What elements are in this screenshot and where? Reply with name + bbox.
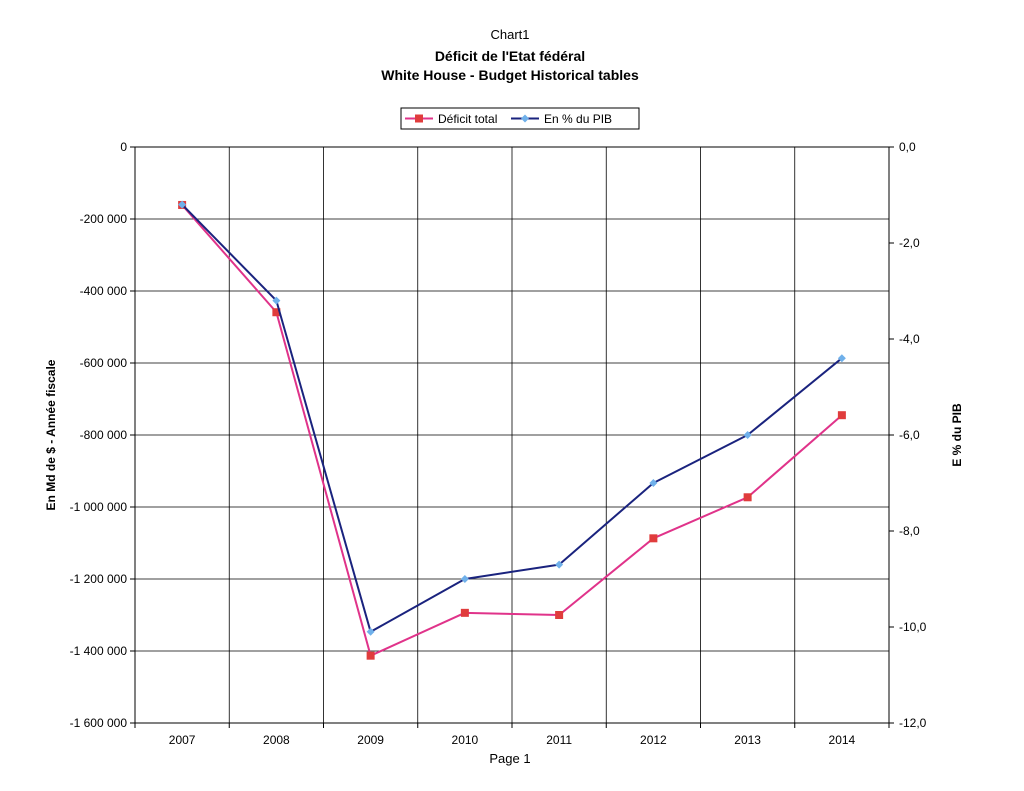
data-point: [366, 627, 375, 636]
data-point: [460, 608, 469, 617]
y-tick-label-left: -600 000: [80, 356, 128, 370]
grid: [135, 147, 889, 723]
data-point: [649, 479, 658, 487]
data-point: [555, 611, 564, 619]
x-axis: 2007 2008 2009 2010 2011 2012 2013 2014: [134, 723, 890, 747]
data-point: [649, 534, 658, 543]
y-tick-label-left: -1 400 000: [70, 644, 128, 658]
data-point: [555, 560, 564, 569]
series-line: [181, 203, 843, 633]
y-tick-label-right: -2,0: [899, 236, 920, 250]
x-tick-label: 2009: [357, 733, 384, 747]
legend-label-pib: En % du PIB: [544, 112, 612, 126]
data-point: [272, 296, 281, 305]
y-tick-label-left: -1 000 000: [70, 500, 128, 514]
page-header: Chart1: [490, 27, 529, 42]
y-tick-label-left: 0: [120, 140, 127, 154]
data-point: [743, 431, 752, 439]
y-axis-left: 0 -200 000 -400 000 -600 000 -800 000 -1 000 …: [70, 140, 135, 730]
legend-label-deficit: Déficit total: [438, 112, 497, 126]
chart-title: Déficit de l'Etat fédéral: [435, 48, 585, 64]
y-tick-label-right: 0,0: [899, 140, 916, 154]
legend-marker-pib: [521, 114, 529, 123]
data-point: [178, 200, 187, 209]
x-tick-label: 2012: [640, 733, 667, 747]
chart-subtitle: White House - Budget Historical tables: [381, 67, 639, 83]
x-tick-label: 2013: [734, 733, 761, 747]
x-tick-label: 2010: [452, 733, 479, 747]
y-tick-label-right: -8,0: [899, 524, 920, 538]
data-point: [460, 575, 469, 583]
y-tick-label-right: -6,0: [899, 428, 920, 442]
series-layer: [178, 200, 846, 660]
x-tick-label: 2008: [263, 733, 290, 747]
legend: Déficit total En % du PIB: [400, 107, 640, 130]
y-tick-label-left: -1 600 000: [70, 716, 128, 730]
data-point: [272, 308, 281, 317]
x-tick-label: 2011: [546, 733, 572, 747]
data-point: [837, 354, 846, 363]
data-point: [366, 651, 375, 660]
series-line: [181, 204, 843, 657]
y-tick-label-left: -1 200 000: [70, 572, 128, 586]
data-point: [837, 411, 846, 420]
y-tick-label-left: -800 000: [80, 428, 128, 442]
data-point: [743, 493, 752, 502]
y-axis-right: 0,0 -2,0 -4,0 -6,0 -8,0 -10,0 -12,0: [889, 140, 927, 730]
x-tick-label: 2007: [169, 733, 196, 747]
x-tick-label: 2014: [829, 733, 856, 747]
y-tick-label-right: -4,0: [899, 332, 920, 346]
y-tick-label-right: -10,0: [899, 620, 927, 634]
y-axis-left-label: En Md de $ - Année fiscale: [44, 359, 58, 510]
y-axis-right-label: E % du PIB: [950, 403, 964, 467]
page-footer: Page 1: [489, 751, 530, 766]
legend-marker-deficit: [415, 114, 423, 123]
y-tick-label-left: -200 000: [80, 212, 128, 226]
series-pct-pib: [178, 200, 846, 636]
y-tick-label-left: -400 000: [80, 284, 128, 298]
y-tick-label-right: -12,0: [899, 716, 927, 730]
